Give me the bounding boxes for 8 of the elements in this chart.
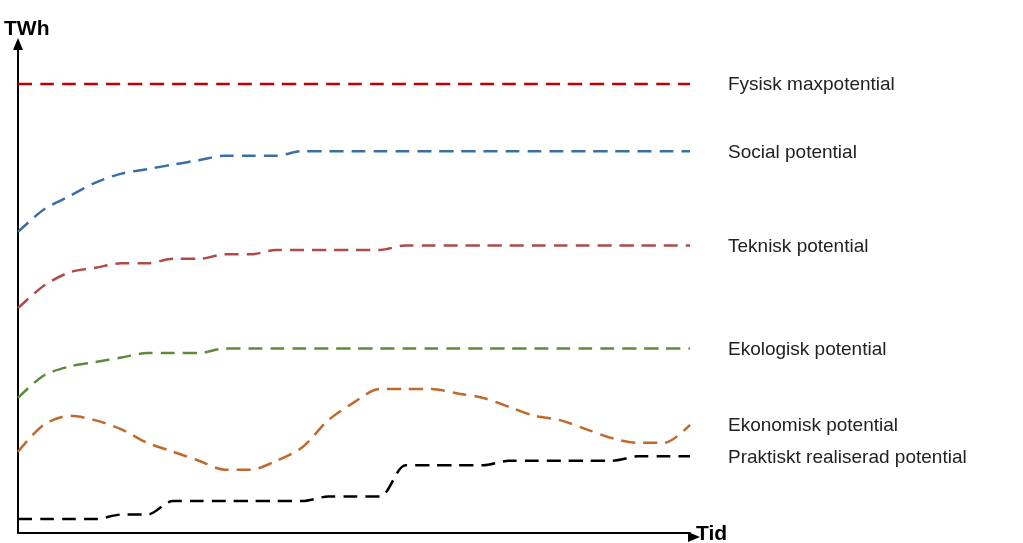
series-label: Ekonomisk potential — [728, 414, 899, 436]
x-axis-title: Tid — [696, 521, 728, 543]
series-label: Ekologisk potential — [728, 338, 887, 360]
series-label: Fysisk maxpotential — [728, 73, 895, 95]
series-label: Teknisk potential — [728, 234, 869, 256]
y-axis-title: TWh — [4, 16, 50, 39]
series-label: Social potential — [728, 140, 857, 162]
series-label: Praktiskt realiserad potential — [728, 445, 967, 467]
